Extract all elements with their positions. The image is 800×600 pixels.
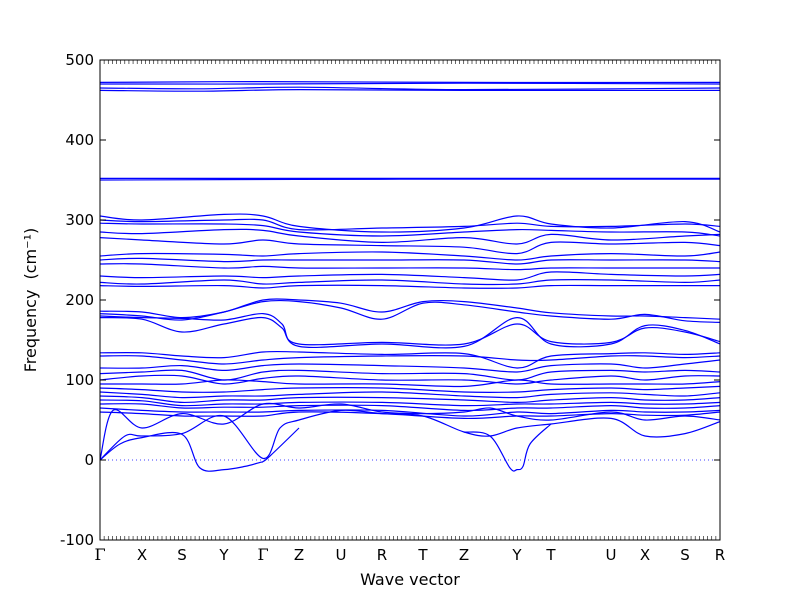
band-line <box>100 237 720 255</box>
band-line <box>100 271 720 281</box>
band-line <box>100 409 720 461</box>
band-line <box>100 385 720 394</box>
y-tick-label: 200 <box>65 291 94 309</box>
band-line <box>100 359 720 373</box>
band-line <box>100 374 720 385</box>
y-tick-label: 500 <box>65 51 94 69</box>
x-tick-label: S <box>177 546 187 564</box>
band-line <box>100 284 720 289</box>
band-line <box>100 178 720 181</box>
band-line <box>100 251 720 261</box>
band-line <box>100 278 720 286</box>
band-line <box>100 213 720 233</box>
band-line <box>100 312 720 349</box>
band-line <box>100 391 720 399</box>
band-line <box>100 403 720 412</box>
x-tick-label: Γ <box>257 545 268 564</box>
band-line <box>100 299 720 323</box>
band-line <box>100 257 720 265</box>
band-line <box>100 407 720 417</box>
plot-frame <box>99 59 721 541</box>
x-tick-label: Y <box>511 546 522 564</box>
band-line <box>100 395 720 404</box>
x-tick-label: T <box>545 546 556 564</box>
band-line <box>100 379 720 388</box>
y-tick-label: 300 <box>65 211 94 229</box>
band-line <box>100 402 720 461</box>
band-line <box>100 350 720 369</box>
x-tick-label: Z <box>294 546 304 564</box>
x-axis-label: Wave vector <box>360 570 460 589</box>
band-line <box>463 423 552 472</box>
band-line <box>100 86 720 91</box>
x-tick-label: T <box>417 546 428 564</box>
x-tick-label: X <box>640 546 650 564</box>
band-line <box>100 222 720 237</box>
x-tick-label: U <box>336 546 347 564</box>
band-lines <box>100 80 720 472</box>
band-line <box>100 88 720 92</box>
x-tick-label: S <box>680 546 690 564</box>
band-line <box>100 411 720 420</box>
band-line <box>100 218 720 231</box>
x-tick-label: Y <box>218 546 229 564</box>
y-axis-label-text: Frequency <box>21 290 40 373</box>
y-axis-label: Frequency (cm⁻¹) <box>21 228 40 372</box>
y-axis-ticks: -100 0 100 200 300 400 500 <box>60 51 720 549</box>
band-line <box>100 355 720 365</box>
band-line <box>100 427 300 472</box>
x-tick-label: R <box>377 546 387 564</box>
y-tick-label: 100 <box>65 371 94 389</box>
band-line <box>100 82 720 85</box>
x-tick-label: U <box>606 546 617 564</box>
x-tick-label: Γ <box>94 545 105 564</box>
band-line <box>100 316 720 346</box>
band-line <box>100 80 720 84</box>
band-line <box>100 228 720 245</box>
band-line <box>100 399 720 407</box>
y-tick-label: 400 <box>65 131 94 149</box>
y-tick-label: 0 <box>84 451 94 469</box>
y-axis-label-unit: (cm⁻¹) <box>21 228 40 280</box>
y-tick-label: -100 <box>60 531 94 549</box>
band-line <box>100 263 720 271</box>
x-tick-label: R <box>715 546 725 564</box>
x-tick-label: Z <box>459 546 469 564</box>
minor-ticks <box>99 60 721 540</box>
x-tick-label: X <box>137 546 147 564</box>
band-line <box>100 369 720 381</box>
